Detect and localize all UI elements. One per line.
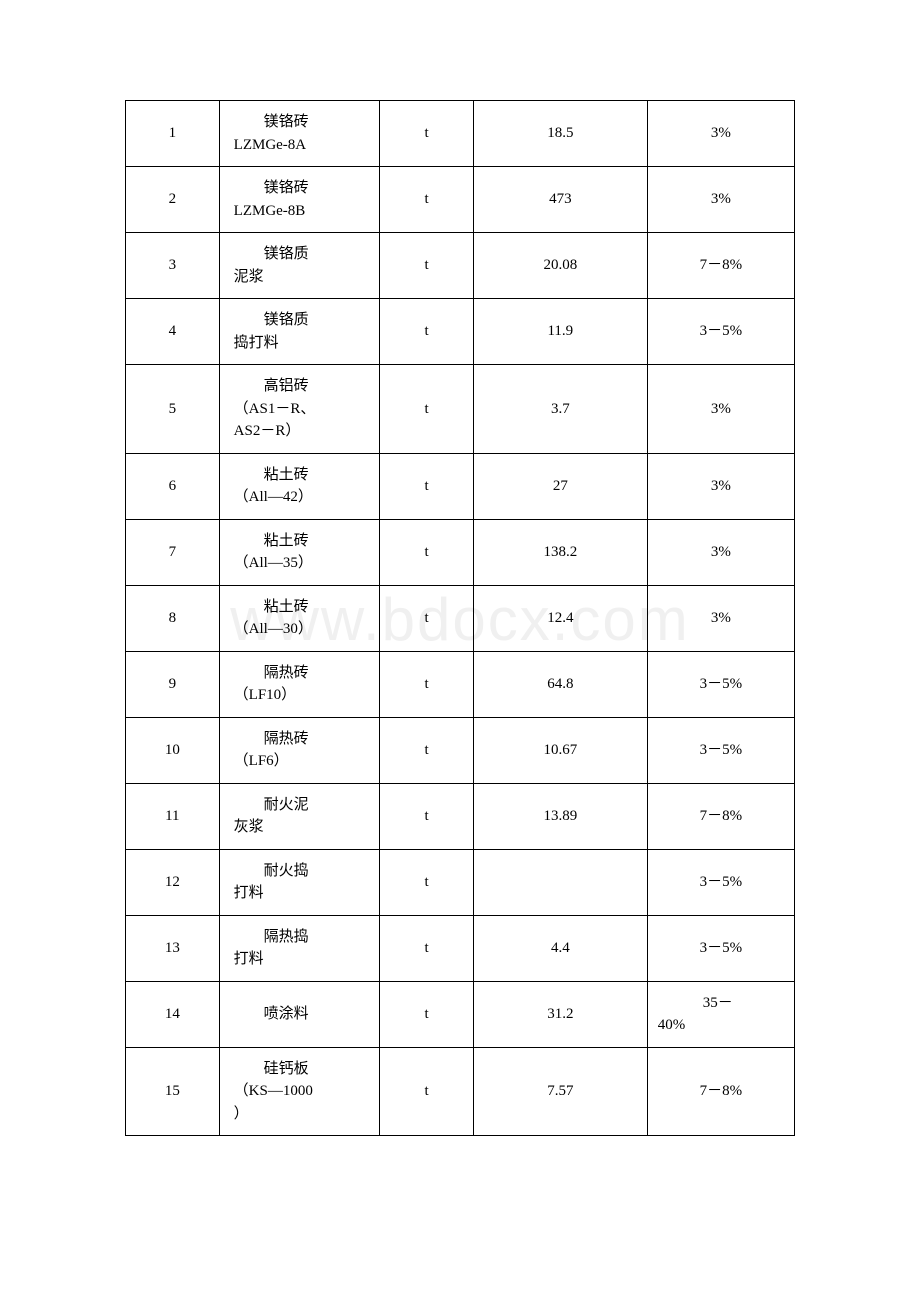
material-name: 高铝砖（AS1－R、AS2－R）: [219, 365, 380, 454]
row-number: 1: [126, 101, 220, 167]
quantity: 10.67: [473, 717, 647, 783]
percentage: 3%: [647, 365, 794, 454]
quantity: 12.4: [473, 585, 647, 651]
table-row: 4镁铬质捣打料t11.93－5%: [126, 299, 795, 365]
percentage: 3%: [647, 585, 794, 651]
row-number: 5: [126, 365, 220, 454]
material-name: 粘土砖（All—42）: [219, 453, 380, 519]
table-row: 13隔热捣打料t4.43－5%: [126, 915, 795, 981]
percentage: 7－8%: [647, 1047, 794, 1136]
table-row: 2镁铬砖LZMGe-8Bt4733%: [126, 167, 795, 233]
percentage: 7－8%: [647, 783, 794, 849]
unit: t: [380, 915, 474, 981]
percentage: 3－5%: [647, 849, 794, 915]
table-row: 11耐火泥灰浆t13.897－8%: [126, 783, 795, 849]
row-number: 4: [126, 299, 220, 365]
quantity: 11.9: [473, 299, 647, 365]
quantity: 20.08: [473, 233, 647, 299]
material-name: 镁铬砖LZMGe-8A: [219, 101, 380, 167]
unit: t: [380, 981, 474, 1047]
quantity: 4.4: [473, 915, 647, 981]
quantity: 64.8: [473, 651, 647, 717]
unit: t: [380, 1047, 474, 1136]
unit: t: [380, 453, 474, 519]
unit: t: [380, 167, 474, 233]
quantity: 31.2: [473, 981, 647, 1047]
material-name: 隔热砖（LF10）: [219, 651, 380, 717]
unit: t: [380, 519, 474, 585]
quantity: 473: [473, 167, 647, 233]
row-number: 7: [126, 519, 220, 585]
table-row: 12耐火捣打料t 3－5%: [126, 849, 795, 915]
table-row: 3镁铬质泥浆t20.087－8%: [126, 233, 795, 299]
unit: t: [380, 783, 474, 849]
table-row: 6粘土砖（All—42）t273%: [126, 453, 795, 519]
percentage: 3－5%: [647, 915, 794, 981]
percentage: 3%: [647, 453, 794, 519]
row-number: 11: [126, 783, 220, 849]
material-name: 喷涂料: [219, 981, 380, 1047]
table-row: 15硅钙板（KS—1000）t7.577－8%: [126, 1047, 795, 1136]
row-number: 2: [126, 167, 220, 233]
row-number: 8: [126, 585, 220, 651]
table-row: 1镁铬砖LZMGe-8At18.53%: [126, 101, 795, 167]
material-name: 硅钙板（KS—1000）: [219, 1047, 380, 1136]
percentage: 3－5%: [647, 717, 794, 783]
row-number: 10: [126, 717, 220, 783]
unit: t: [380, 233, 474, 299]
row-number: 12: [126, 849, 220, 915]
percentage: 7－8%: [647, 233, 794, 299]
material-name: 镁铬砖LZMGe-8B: [219, 167, 380, 233]
unit: t: [380, 651, 474, 717]
percentage: 35－40%: [647, 981, 794, 1047]
quantity: 138.2: [473, 519, 647, 585]
unit: t: [380, 365, 474, 454]
material-name: 粘土砖（All—30）: [219, 585, 380, 651]
percentage: 3－5%: [647, 299, 794, 365]
quantity: [473, 849, 647, 915]
percentage: 3%: [647, 101, 794, 167]
material-name: 隔热捣打料: [219, 915, 380, 981]
quantity: 7.57: [473, 1047, 647, 1136]
table-row: 9隔热砖（LF10）t64.83－5%: [126, 651, 795, 717]
material-name: 镁铬质泥浆: [219, 233, 380, 299]
unit: t: [380, 299, 474, 365]
material-name: 镁铬质捣打料: [219, 299, 380, 365]
quantity: 27: [473, 453, 647, 519]
row-number: 13: [126, 915, 220, 981]
table-row: 10隔热砖（LF6）t10.673－5%: [126, 717, 795, 783]
row-number: 6: [126, 453, 220, 519]
quantity: 18.5: [473, 101, 647, 167]
material-name: 耐火泥灰浆: [219, 783, 380, 849]
material-name: 隔热砖（LF6）: [219, 717, 380, 783]
table-row: 14喷涂料t31.235－40%: [126, 981, 795, 1047]
row-number: 14: [126, 981, 220, 1047]
materials-table: 1镁铬砖LZMGe-8At18.53%2镁铬砖LZMGe-8Bt4733%3镁铬…: [125, 100, 795, 1136]
table-row: 7粘土砖（All—35）t138.23%: [126, 519, 795, 585]
percentage: 3%: [647, 167, 794, 233]
unit: t: [380, 849, 474, 915]
material-name: 耐火捣打料: [219, 849, 380, 915]
percentage: 3－5%: [647, 651, 794, 717]
row-number: 15: [126, 1047, 220, 1136]
material-name: 粘土砖（All—35）: [219, 519, 380, 585]
table-row: 5高铝砖（AS1－R、AS2－R）t3.73%: [126, 365, 795, 454]
table-row: 8粘土砖（All—30）t12.43%: [126, 585, 795, 651]
quantity: 3.7: [473, 365, 647, 454]
unit: t: [380, 101, 474, 167]
percentage: 3%: [647, 519, 794, 585]
unit: t: [380, 585, 474, 651]
row-number: 3: [126, 233, 220, 299]
quantity: 13.89: [473, 783, 647, 849]
unit: t: [380, 717, 474, 783]
row-number: 9: [126, 651, 220, 717]
